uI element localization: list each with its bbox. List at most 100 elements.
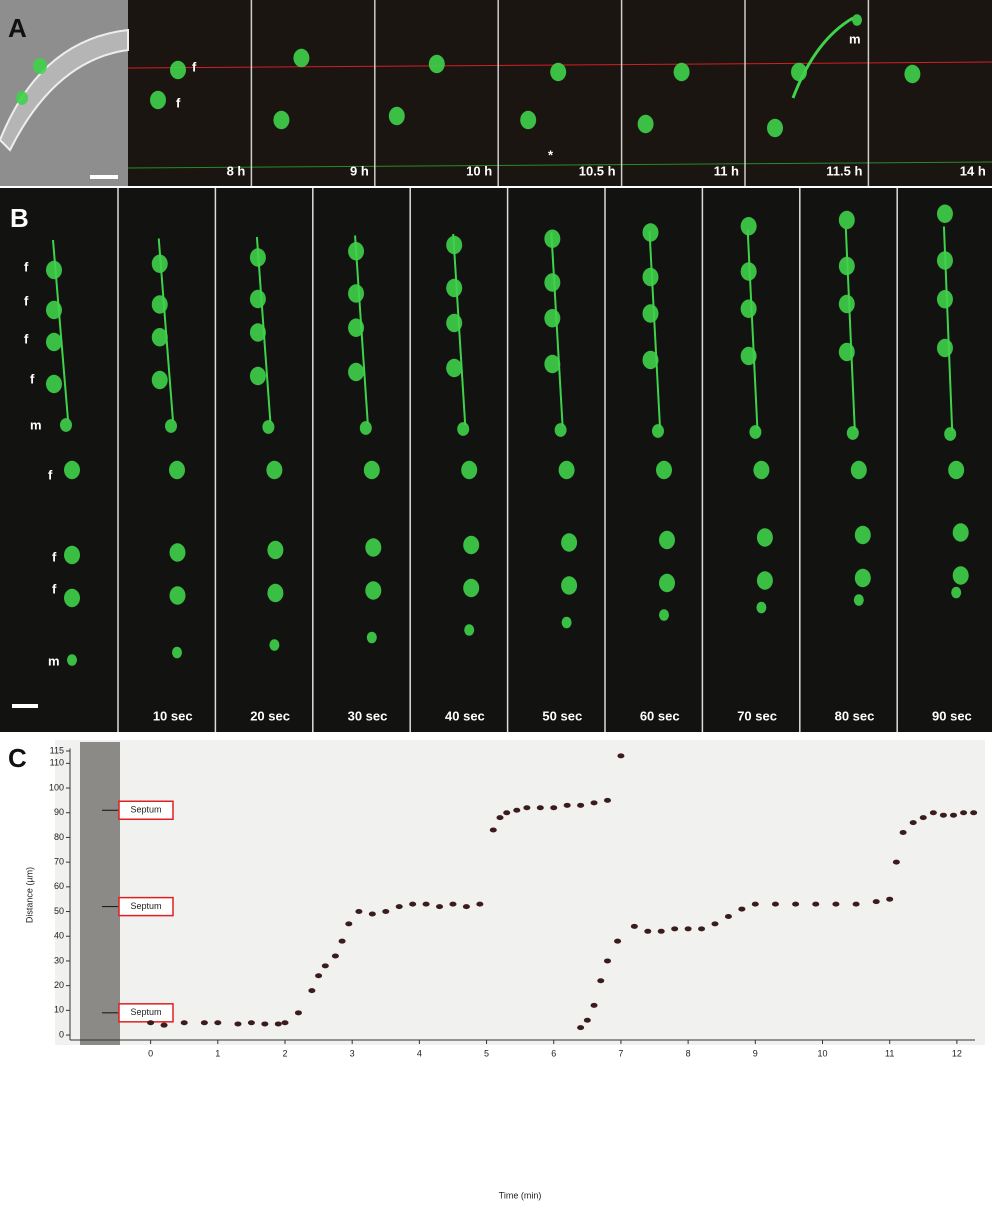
data-point (201, 1020, 208, 1025)
nucleus (170, 61, 186, 79)
cell-label: f (52, 581, 57, 596)
timepoint-label: 50 sec (542, 708, 582, 723)
data-point (248, 1020, 255, 1025)
data-point (644, 929, 651, 934)
nucleus (643, 223, 659, 241)
nucleus (169, 461, 185, 479)
data-point (409, 902, 416, 907)
nucleus (643, 304, 659, 322)
nucleus (562, 617, 572, 629)
y-tick-label: 10 (54, 1005, 64, 1015)
x-tick-label: 6 (551, 1048, 556, 1058)
cell-label: f (30, 371, 35, 386)
y-tick-label: 115 (50, 745, 64, 755)
data-point (658, 929, 665, 934)
nucleus (267, 541, 283, 559)
nucleus (855, 569, 871, 587)
nucleus (741, 217, 757, 235)
nucleus (464, 624, 474, 636)
nucleus (150, 91, 166, 109)
septum-label: Septum (130, 901, 161, 911)
timepoint-label: 60 sec (640, 708, 680, 723)
data-point (617, 753, 624, 758)
x-tick-label: 10 (817, 1048, 827, 1058)
cell-label: m (48, 653, 60, 668)
nucleus (561, 576, 577, 594)
timepoint-label: 90 sec (932, 708, 972, 723)
y-tick-label: 100 (49, 782, 64, 792)
nucleus (348, 284, 364, 302)
data-point (792, 902, 799, 907)
cell-label: f (52, 549, 57, 564)
nucleus (267, 584, 283, 602)
nucleus (544, 273, 560, 291)
panel-a-bg (0, 0, 992, 186)
nucleus (365, 581, 381, 599)
data-point (591, 800, 598, 805)
x-tick-label: 4 (417, 1048, 422, 1058)
nucleus (855, 526, 871, 544)
nucleus (170, 586, 186, 604)
data-point (369, 912, 376, 917)
y-tick-label: 110 (50, 758, 64, 768)
data-point (339, 939, 346, 944)
y-tick-label: 80 (54, 832, 64, 842)
data-point (281, 1020, 288, 1025)
data-point (853, 902, 860, 907)
nucleus (839, 257, 855, 275)
nucleus (659, 531, 675, 549)
y-tick-label: 60 (54, 881, 64, 891)
data-point (910, 820, 917, 825)
nucleus (741, 262, 757, 280)
nucleus (638, 115, 654, 133)
data-point (332, 954, 339, 959)
nucleus (937, 205, 953, 223)
nucleus (46, 375, 62, 393)
nucleus (854, 594, 864, 606)
nucleus (852, 14, 862, 26)
nucleus (64, 589, 80, 607)
cell-label: f (24, 259, 29, 274)
x-tick-label: 7 (618, 1048, 623, 1058)
nucleus (170, 543, 186, 561)
nucleus (937, 339, 953, 357)
data-point (537, 805, 544, 810)
figure: A8 h9 h10 h10.5 h11 h11.5 h14 hffm*B10 s… (0, 0, 992, 1207)
data-point (181, 1020, 188, 1025)
nucleus (948, 461, 964, 479)
data-point (463, 904, 470, 909)
cell-label: f (24, 331, 29, 346)
timepoint-label: 11 h (714, 163, 739, 178)
x-tick-label: 8 (686, 1048, 691, 1058)
nucleus (674, 63, 690, 81)
nucleus (152, 255, 168, 273)
data-point (950, 813, 957, 818)
nucleus (652, 424, 664, 438)
timepoint-label: 14 h (960, 163, 986, 178)
nucleus (33, 58, 47, 74)
data-point (214, 1020, 221, 1025)
data-point (315, 973, 322, 978)
x-tick-label: 9 (753, 1048, 758, 1058)
timepoint-label: 70 sec (737, 708, 777, 723)
y-tick-label: 40 (54, 931, 64, 941)
nucleus (544, 355, 560, 373)
data-point (738, 907, 745, 912)
data-point (490, 828, 497, 833)
data-point (550, 805, 557, 810)
y-tick-label: 70 (54, 857, 64, 867)
nucleus (152, 371, 168, 389)
nucleus (767, 119, 783, 137)
nucleus (67, 654, 77, 666)
nucleus (951, 587, 961, 599)
nucleus (46, 333, 62, 351)
septum-label: Septum (130, 805, 161, 815)
timepoint-label: 40 sec (445, 708, 485, 723)
y-tick-label: 30 (54, 955, 64, 965)
nucleus (262, 420, 274, 434)
cell-label: f (48, 467, 53, 482)
timepoint-label: 10 sec (153, 708, 193, 723)
nucleus (937, 251, 953, 269)
nucleus (550, 63, 566, 81)
nucleus (250, 323, 266, 341)
